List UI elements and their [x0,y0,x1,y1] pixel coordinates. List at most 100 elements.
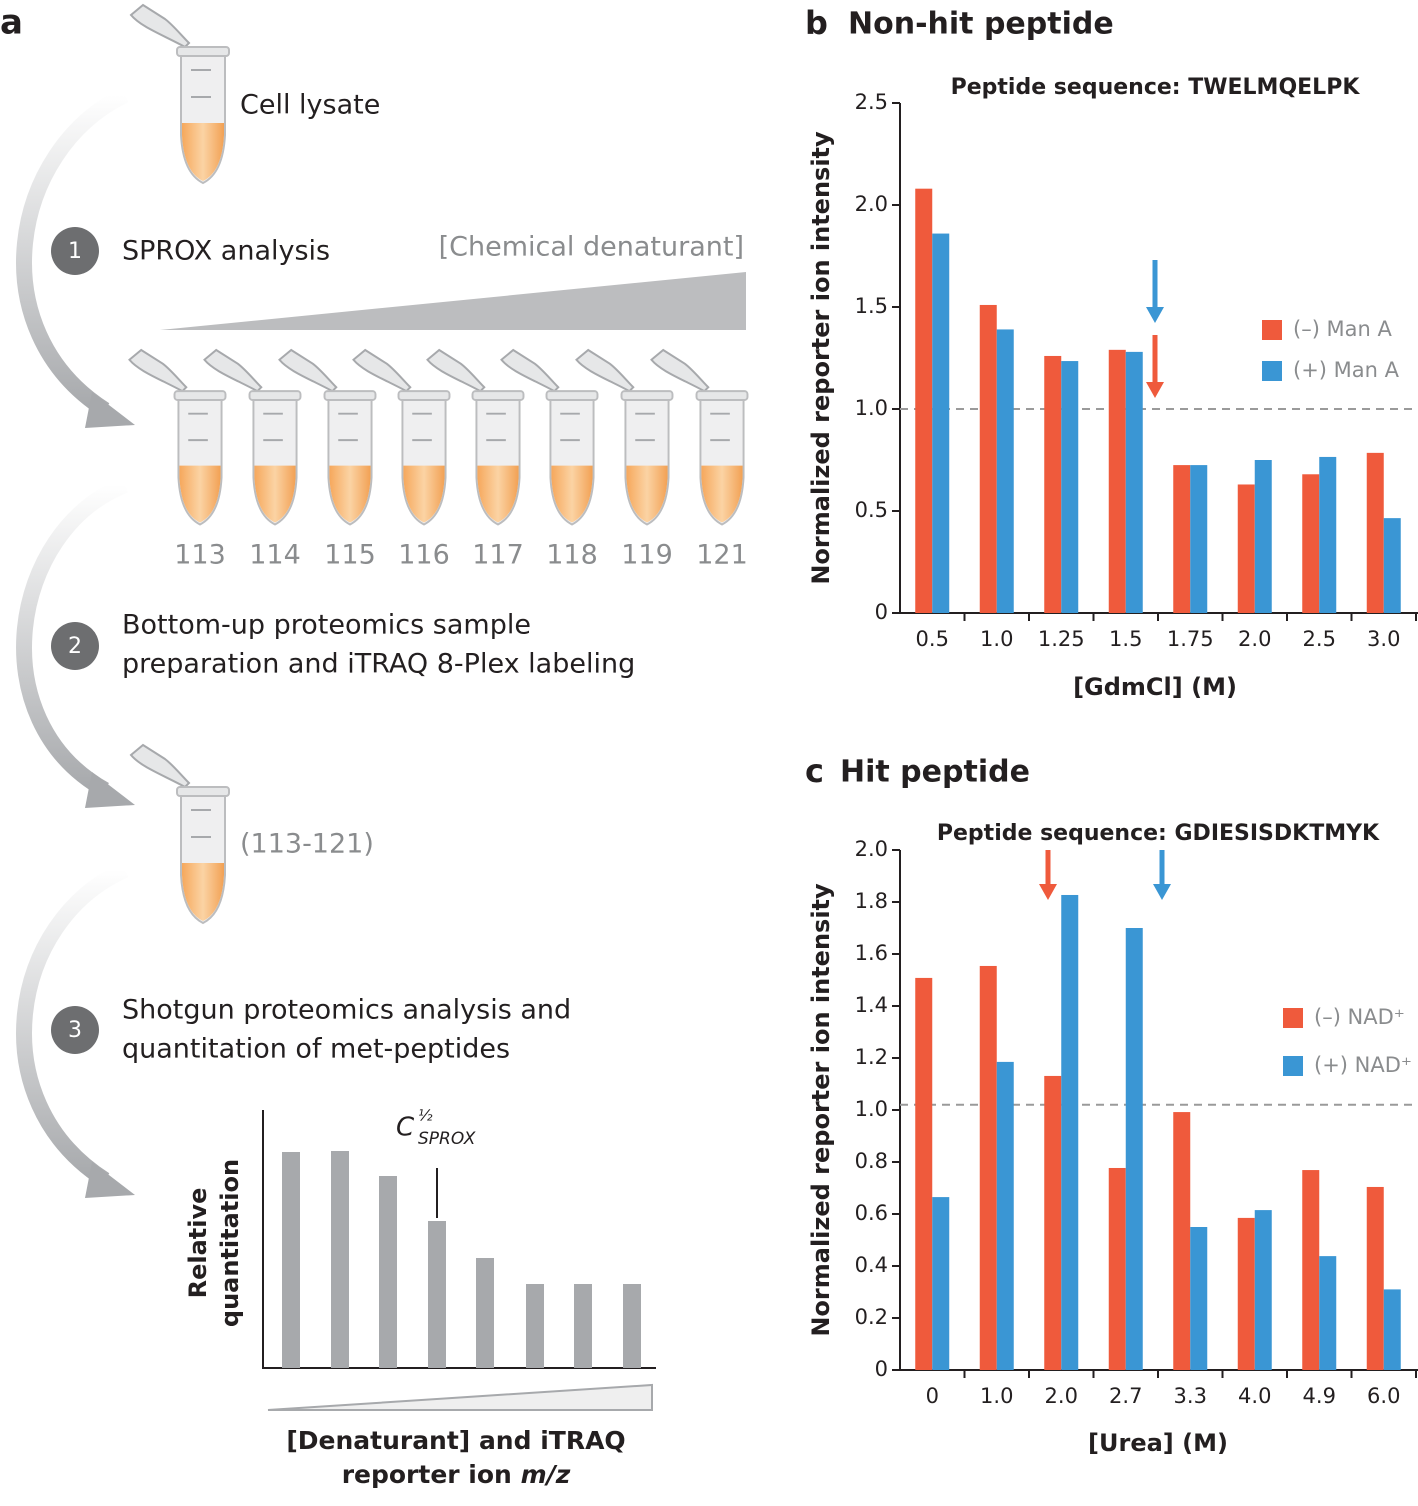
bar [1173,1112,1191,1370]
tube-label: 116 [398,540,450,571]
legend-swatch [1262,320,1282,340]
bar [1319,456,1337,613]
y-tick-label: 1.4 [855,993,888,1017]
tube-liquid [182,863,224,921]
tube [128,348,227,526]
annotation-arrowhead [1146,307,1164,323]
y-tick-label: 0.5 [855,498,888,522]
tube-cap [500,348,560,393]
x-tick-label: 1.25 [1038,627,1085,651]
tube-label: 117 [472,540,524,571]
arrow-heads [85,392,135,1198]
tube-cap [426,348,486,393]
tube [650,348,749,526]
schematic-ylabel: quantitation [216,1159,244,1327]
step-text: quantitation of met-peptides [122,1034,510,1065]
tube [278,348,377,526]
panel-label: a [0,3,23,43]
step-text: preparation and iTRAQ 8-Plex labeling [122,649,635,680]
step-2: 2 Bottom-up proteomics sample preparatio… [51,610,635,680]
tube-cap [128,348,188,393]
chart-subtitle: Peptide sequence: TWELMQELPK [951,75,1361,100]
legend-swatch [1283,1008,1303,1028]
chart-subtitle: Peptide sequence: GDIESISDKTMYK [937,821,1380,846]
legend-label: (+) NAD⁺ [1314,1053,1412,1077]
tube-cap [203,348,263,393]
x-tick-label: 2.0 [1238,627,1271,651]
legend-label: (–) Man A [1293,317,1393,341]
x-tick-label: 0 [926,1384,939,1408]
tube-cap [650,348,710,393]
x-tick-label: 1.75 [1167,627,1214,651]
tube-liquid [551,465,593,523]
tube-liquid [254,465,296,523]
bar [979,304,997,613]
bar [1108,349,1126,613]
chart-title: Non-hit peptide [848,7,1114,42]
y-tick-label: 0.2 [855,1305,888,1329]
x-axis-label: [GdmCl] (M) [1073,673,1237,701]
annotation-arrowhead [1146,382,1164,398]
bar [1108,1167,1126,1370]
tube-liquid [626,465,668,523]
bar [1366,1186,1384,1370]
y-tick-label: 1.0 [855,1097,888,1121]
schematic-ylabel: Relative [184,1188,212,1299]
y-tick-label: 0.6 [855,1201,888,1225]
tube [129,3,230,185]
y-tick-label: 0.8 [855,1149,888,1173]
bar [915,977,933,1370]
tube-rim [248,390,302,401]
tube-rim [397,390,451,401]
bar [1254,1210,1272,1370]
legend-label: (–) NAD⁺ [1314,1005,1405,1029]
tube [203,348,302,526]
tube-label: 121 [696,540,748,571]
bar [1254,460,1272,613]
c-superscript: ½ [418,1107,433,1125]
bar [1366,452,1384,613]
tube-label: 115 [324,540,376,571]
bar [996,329,1014,613]
bar [1125,351,1143,613]
tube-cap [575,348,635,393]
x-tick-label: 4.0 [1238,1384,1271,1408]
annotation-arrowhead [1039,884,1057,900]
x-tick-label: 3.3 [1174,1384,1207,1408]
tube-rim [471,390,525,401]
y-tick-label: 2.0 [855,837,888,861]
tube-liquid [182,123,224,181]
tube-rim [545,390,599,401]
schematic-chart: C ½ SPROX Relative quantitation [Denatur… [184,1107,656,1489]
tube-label: 114 [249,540,301,571]
tube-liquid [329,465,371,523]
y-tick-label: 0 [875,600,888,624]
gradient-wedge [160,272,746,330]
tube-rim [323,390,377,401]
tube-label: 119 [621,540,673,571]
y-tick-label: 0 [875,1357,888,1381]
x-tick-label: 0.5 [916,627,949,651]
gradient-label: [Chemical denaturant] [439,232,744,263]
schematic-xlabel: reporter ion m/z [342,1460,571,1489]
process-arrows [16,87,129,1187]
tube [352,348,451,526]
tube-liquid [179,465,221,523]
tube [426,348,525,526]
step-number: 2 [68,634,82,659]
step-text: Shotgun proteomics analysis and [122,995,571,1026]
y-tick-label: 1.0 [855,396,888,420]
tube-rim [176,46,230,57]
tube-liquid [403,465,445,523]
step-text: SPROX analysis [122,236,330,267]
bar [1061,894,1079,1370]
step-1: 1 SPROX analysis [51,227,330,275]
c-subscript: SPROX [418,1129,476,1149]
chart-title: Hit peptide [840,755,1030,790]
y-tick-label: 2.5 [855,90,888,114]
tube-label: 118 [546,540,598,571]
tube-cap [352,348,412,393]
tube [129,743,230,925]
panel-label: b [805,4,828,42]
